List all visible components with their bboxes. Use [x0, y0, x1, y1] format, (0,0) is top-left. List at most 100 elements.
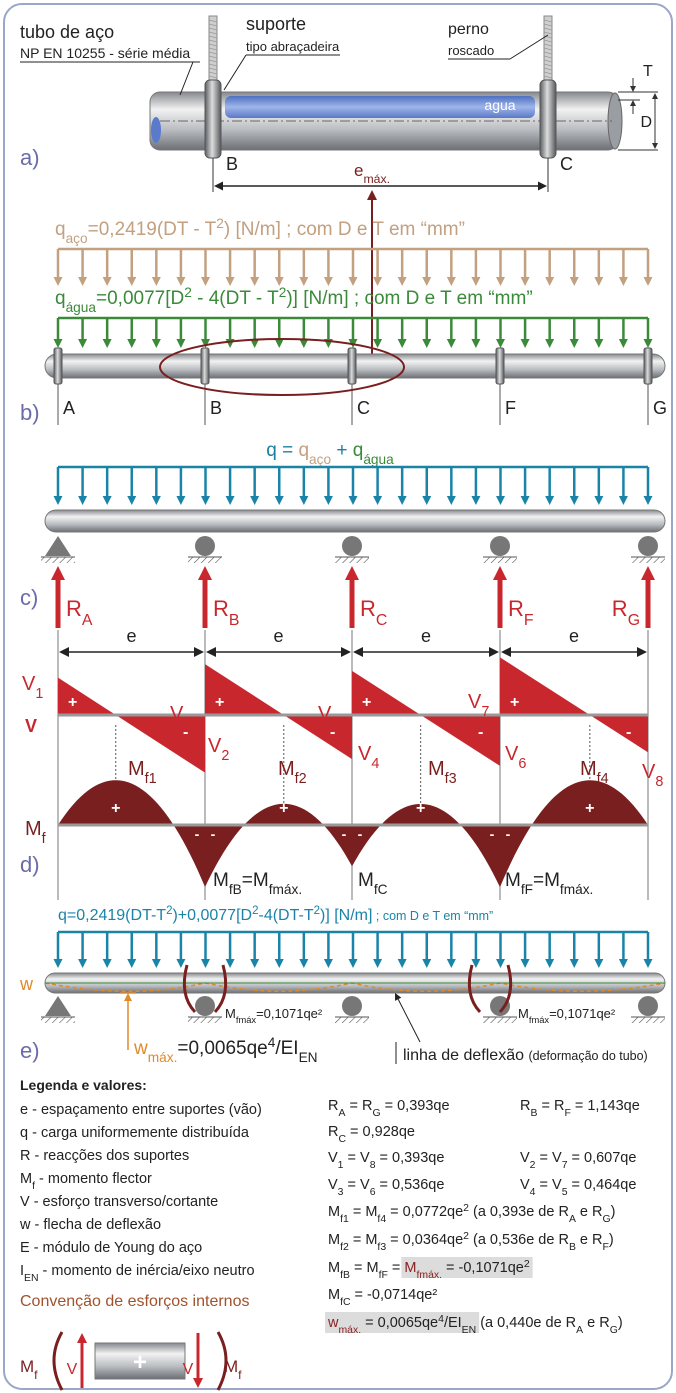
ground — [631, 1017, 665, 1023]
label: - — [211, 826, 216, 842]
section-label: e) — [20, 1038, 40, 1063]
text-part: f2 — [340, 1242, 349, 1253]
label: V — [183, 1361, 194, 1378]
label: C — [560, 154, 573, 174]
diagram: aguatubo de açoNP EN 10255 - série média… — [0, 0, 676, 1393]
text-part: M — [25, 818, 42, 840]
text-part: w — [133, 1038, 148, 1059]
ground — [188, 1017, 222, 1023]
text-part: )+0,0077[D — [172, 907, 252, 924]
text-part: M — [328, 1232, 340, 1248]
label: B — [210, 398, 222, 418]
text-part: G — [372, 1108, 380, 1119]
text-part: = 0,393qe — [381, 1098, 450, 1114]
label: C — [357, 398, 370, 418]
text-part: = 0,464qe — [568, 1177, 637, 1193]
text-part: linha de deflexão — [403, 1047, 528, 1064]
text-part: 2 — [216, 216, 224, 231]
text-part: /EI — [444, 1315, 462, 1331]
text-part: B — [229, 612, 240, 629]
label: q - carga uniformemente distribuída — [20, 1125, 250, 1141]
label: NP EN 10255 - série média — [20, 45, 190, 61]
label: + — [111, 800, 120, 817]
label: + — [585, 800, 594, 817]
text-part: f1 — [340, 1214, 349, 1225]
label: R - reacções dos suportes — [20, 1148, 189, 1164]
text-part: 1 — [35, 686, 43, 702]
text-part: M — [518, 1006, 529, 1021]
text-part: máx. — [363, 172, 390, 186]
pipe — [45, 510, 665, 532]
section-label: a) — [20, 145, 40, 170]
text-part: fmáx. — [269, 882, 302, 897]
ground — [335, 557, 369, 563]
text-part: =0,1071qe² — [549, 1006, 616, 1021]
text-part: C — [376, 612, 387, 629]
text-part: = V — [535, 1150, 562, 1166]
label: D — [640, 114, 652, 131]
ground — [631, 557, 665, 563]
text-part: F — [524, 612, 534, 629]
text-part: fC — [374, 882, 388, 897]
text-part: M — [580, 758, 597, 780]
roller-support — [490, 536, 510, 556]
text-part: V — [318, 703, 332, 725]
label: + — [68, 694, 77, 711]
text-part: M — [505, 870, 521, 891]
label: - — [626, 724, 631, 741]
text-part: A — [82, 612, 93, 629]
roller-support — [342, 536, 362, 556]
text-part: R — [360, 596, 376, 621]
ground — [41, 1017, 75, 1023]
text-part: fC — [340, 1297, 351, 1308]
text-part: 2 — [221, 748, 229, 764]
text-part: M — [278, 758, 295, 780]
label: V - esforço transverso/cortante — [20, 1194, 218, 1210]
text-part: M — [225, 1006, 236, 1021]
text-part: + — [331, 440, 353, 461]
text-part: água — [66, 300, 97, 315]
text-part: M — [328, 1204, 340, 1220]
ground — [335, 1017, 369, 1023]
text-part: 6 — [518, 756, 526, 772]
text-part: )] [N/m] — [320, 907, 372, 924]
text-part: = — [388, 1260, 405, 1276]
label: E - módulo de Young do aço — [20, 1240, 202, 1256]
text-part: 2 — [524, 1259, 530, 1270]
text-part: R — [328, 1098, 338, 1114]
text-part: -4(DT-T — [258, 907, 313, 924]
text-part: M — [404, 1260, 416, 1276]
clamp — [348, 348, 356, 384]
label: - — [358, 826, 363, 842]
text-part: =0,2419(DT - T — [88, 219, 217, 240]
label: G — [653, 398, 667, 418]
text-part: A — [569, 1214, 576, 1225]
text-part: f3 — [377, 1242, 386, 1253]
text-part: fmáx — [236, 1015, 257, 1025]
text-part: M — [213, 870, 229, 891]
text-part: V — [22, 673, 36, 695]
label: + — [279, 800, 288, 817]
text-part: V — [505, 743, 519, 765]
text-part: água — [363, 452, 394, 467]
text-part: /EI — [275, 1038, 298, 1059]
label: tubo de aço — [20, 22, 114, 42]
label: - — [478, 724, 483, 741]
label: - — [506, 826, 511, 842]
text-part: fF — [521, 882, 533, 897]
text-part: V — [328, 1177, 338, 1193]
clamp — [205, 80, 221, 158]
text-part: G — [610, 1325, 618, 1336]
text-part: 2 — [279, 285, 287, 300]
text-part: V — [468, 691, 482, 713]
text-part: EN — [24, 1273, 39, 1284]
text-part: ) [N/m] ; com D e T em “mm” — [224, 219, 465, 240]
ground — [41, 557, 75, 563]
label: Convenção de esforços internos — [20, 1293, 249, 1310]
text-part: 3 — [183, 716, 191, 732]
text-part: A — [338, 1108, 345, 1119]
section-label: c) — [20, 585, 38, 610]
text-part: f1 — [145, 771, 157, 787]
text-part: = 0,536qe — [376, 1177, 445, 1193]
label: - — [195, 826, 200, 842]
